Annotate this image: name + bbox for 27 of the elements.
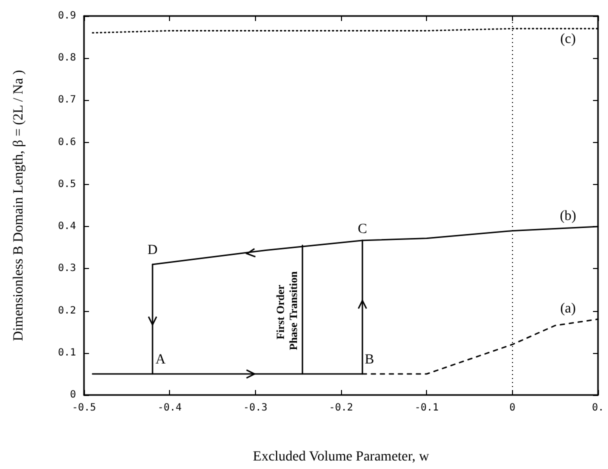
y-tick-label: 0.9 <box>58 10 76 22</box>
x-tick-label: -0.3 <box>243 402 268 414</box>
x-tick-label: -0.5 <box>72 402 96 414</box>
x-axis-title: Excluded Volume Parameter, w <box>252 450 430 464</box>
y-axis-title: Dimensionless B Domain Length, β = (2L / Na ) <box>12 70 26 342</box>
x-tick-label: -0.1 <box>414 402 439 414</box>
annotation: (c) <box>560 32 576 48</box>
y-tick-label: 0.1 <box>58 347 76 358</box>
y-tick-label: 0 <box>70 390 76 400</box>
y-tick-label: 0.6 <box>58 136 76 148</box>
annotation: C <box>358 222 368 237</box>
y-tick-label: 0.3 <box>58 263 76 274</box>
x-tick-label: 0 <box>509 402 516 414</box>
y-tick-label: 0.7 <box>58 94 76 106</box>
y-tick-label: 0.8 <box>58 52 76 64</box>
x-tick-label: -0.4 <box>158 402 182 414</box>
y-tick-label: 0.2 <box>58 305 76 316</box>
x-tick-label: 0. <box>592 402 604 414</box>
annotation: D <box>147 242 158 258</box>
annotation: (a) <box>560 302 576 317</box>
y-tick-label: 0.5 <box>58 178 76 190</box>
y-tick-label: 0.4 <box>58 221 76 232</box>
annotation: (b) <box>560 209 576 224</box>
annotation: A <box>155 352 166 368</box>
x-tick-label: -0.2 <box>328 402 354 414</box>
annotation: B <box>364 352 374 368</box>
annotation: First Order Phase Transition <box>274 271 300 350</box>
